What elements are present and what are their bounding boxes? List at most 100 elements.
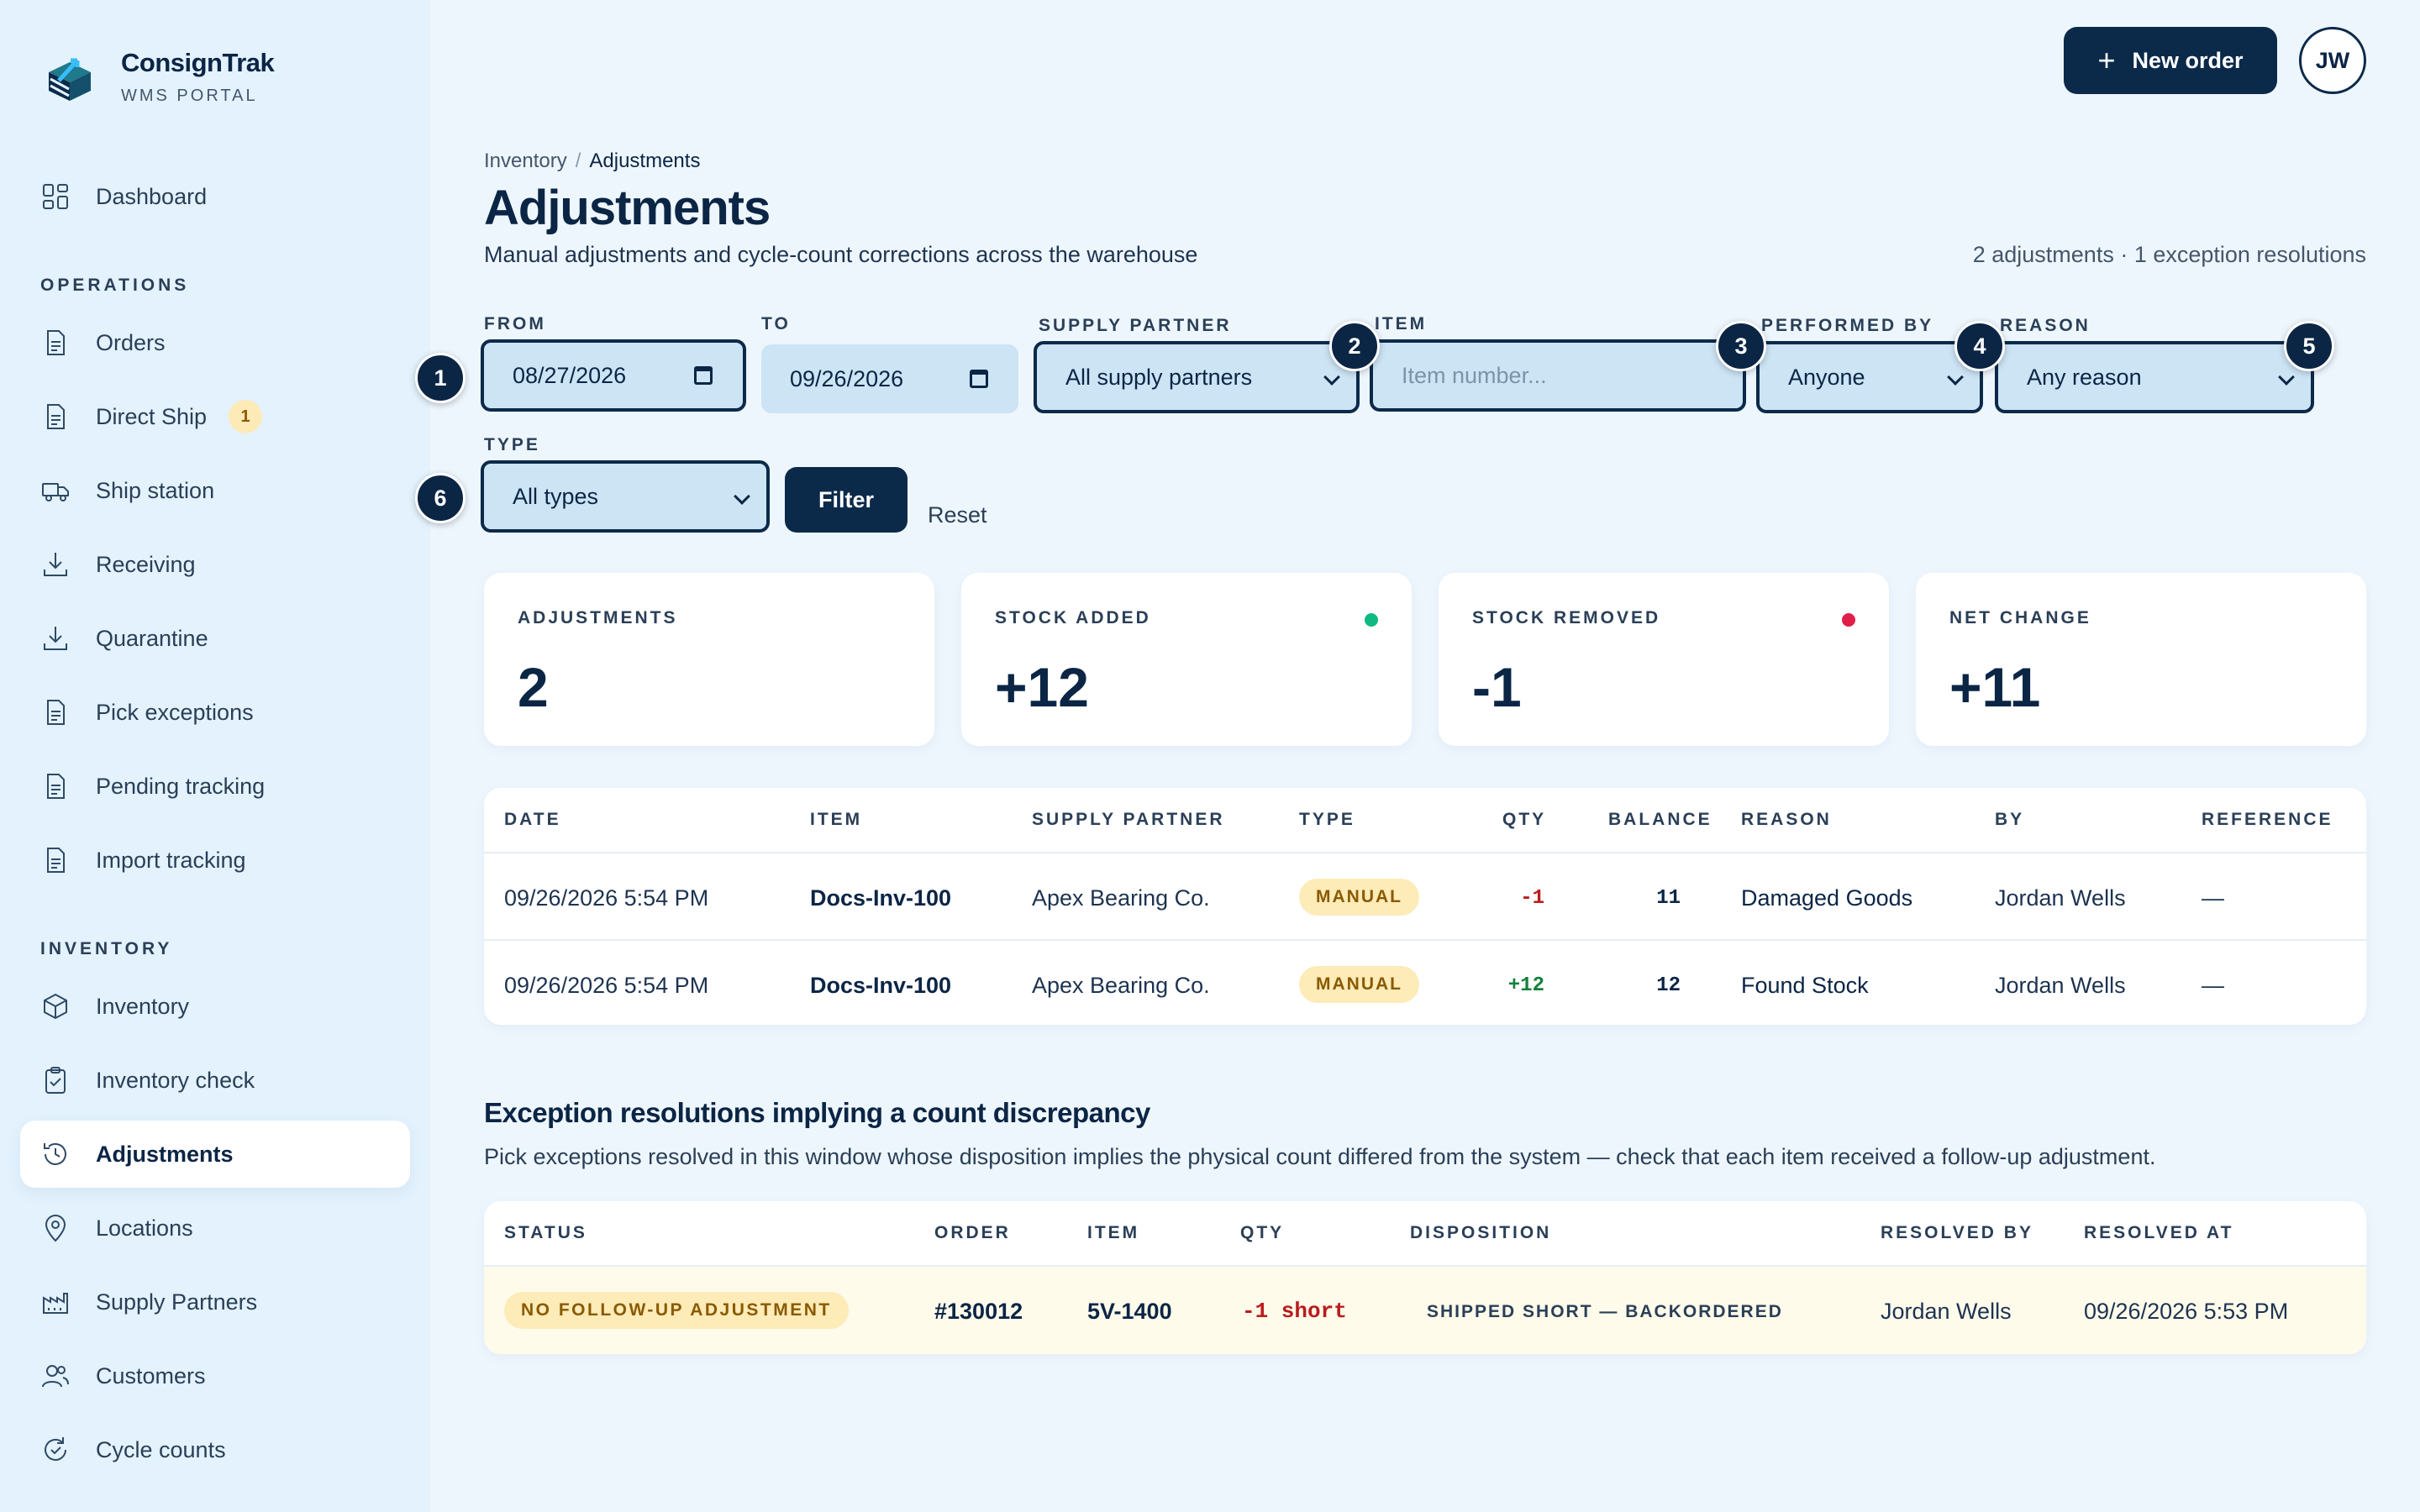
supply-partner-select[interactable]: All supply partners: [1034, 341, 1360, 413]
row-qty: -1: [1520, 887, 1544, 910]
breadcrumb-current: Adjustments: [589, 150, 701, 172]
column-header-type[interactable]: TYPE: [1299, 810, 1355, 829]
sidebar-item-label: Pick exceptions: [96, 699, 254, 725]
page-summary: 2 adjustments · 1 exception resolutions: [1972, 242, 2366, 267]
reset-link[interactable]: Reset: [928, 502, 987, 528]
performed-by-select[interactable]: Anyone: [1756, 341, 1983, 413]
column-header-status[interactable]: STATUS: [504, 1223, 587, 1242]
new-order-button[interactable]: + New order: [2064, 27, 2277, 94]
calendar-icon[interactable]: [970, 370, 988, 388]
type-select[interactable]: All types: [481, 460, 770, 533]
sidebar-item-label: Inventory check: [96, 1067, 255, 1093]
to-label: TO: [761, 314, 791, 333]
document-icon: [39, 769, 72, 803]
column-header-date[interactable]: DATE: [504, 810, 561, 829]
column-header-qty[interactable]: QTY: [1240, 1223, 1285, 1242]
sidebar-item-import-tracking[interactable]: Import tracking: [20, 827, 410, 894]
step-marker-5: 5: [2284, 321, 2334, 371]
page-subtitle: Manual adjustments and cycle-count corre…: [484, 242, 1198, 267]
sidebar-item-ship-station[interactable]: Ship station: [20, 457, 410, 524]
status-dot-green: [1365, 613, 1378, 627]
column-header-resolved-by[interactable]: RESOLVED BY: [1881, 1223, 2033, 1242]
column-header-item[interactable]: ITEM: [1087, 1223, 1140, 1242]
sidebar-item-quarantine[interactable]: Quarantine: [20, 605, 410, 672]
item-search-input[interactable]: Item number...: [1370, 339, 1746, 412]
from-date-input[interactable]: 08/27/2026: [481, 339, 746, 412]
page-title: Adjustments: [484, 181, 771, 235]
step-marker-2: 2: [1329, 321, 1380, 371]
refresh-icon: [39, 1433, 72, 1467]
column-header-supply-partner[interactable]: SUPPLY PARTNER: [1032, 810, 1225, 829]
type-badge: MANUAL: [1299, 966, 1419, 1003]
sidebar-item-label: Ship station: [96, 477, 215, 503]
sidebar-item-orders[interactable]: Orders: [20, 309, 410, 376]
sidebar-item-customers[interactable]: Customers: [20, 1342, 410, 1410]
sidebar-item-label: Pending tracking: [96, 773, 266, 799]
sidebar-item-direct-ship[interactable]: Direct Ship 1: [20, 383, 410, 450]
sidebar: ConsignTrak WMS PORTAL Dashboard OPERATI…: [0, 0, 430, 1512]
sidebar-item-label: Customers: [96, 1362, 206, 1389]
row-supply-partner: Apex Bearing Co.: [1032, 973, 1210, 998]
column-header-reason[interactable]: REASON: [1741, 810, 1832, 829]
sidebar-item-dashboard[interactable]: Dashboard: [20, 163, 410, 230]
row-qty: -1 short: [1242, 1299, 1347, 1324]
column-header-qty[interactable]: QTY: [1502, 810, 1547, 829]
calendar-icon[interactable]: [694, 366, 713, 385]
column-header-by[interactable]: BY: [1995, 810, 2025, 829]
from-date-value: 08/27/2026: [513, 362, 627, 388]
row-item-link[interactable]: Docs-Inv-100: [810, 885, 952, 911]
reason-select[interactable]: Any reason: [1995, 341, 2314, 413]
table-row[interactable]: 09/26/2026 5:54 PM Docs-Inv-100 Apex Bea…: [484, 852, 2366, 939]
new-order-label: New order: [2132, 47, 2244, 73]
row-reference: —: [2202, 973, 2224, 998]
column-header-order[interactable]: ORDER: [934, 1223, 1011, 1242]
stat-card-net-change: NET CHANGE +11: [1916, 573, 2366, 746]
column-header-item[interactable]: ITEM: [810, 810, 863, 829]
sidebar-item-receiving[interactable]: Receiving: [20, 531, 410, 598]
to-date-value: 09/26/2026: [790, 365, 904, 391]
sidebar-item-pick-exceptions[interactable]: Pick exceptions: [20, 679, 410, 746]
brand[interactable]: ConsignTrak WMS PORTAL: [40, 47, 275, 106]
breadcrumb-link-inventory[interactable]: Inventory: [484, 150, 567, 172]
adjustments-table: DATE ITEM SUPPLY PARTNER TYPE QTY BALANC…: [484, 788, 2366, 1025]
stat-card-stock-removed: STOCK REMOVED -1: [1439, 573, 1889, 746]
sidebar-item-pending-tracking[interactable]: Pending tracking: [20, 753, 410, 820]
order-link[interactable]: #130012: [934, 1299, 1023, 1324]
sidebar-item-label: Import tracking: [96, 847, 246, 873]
sidebar-item-inventory-check[interactable]: Inventory check: [20, 1047, 410, 1114]
sidebar-item-label: Quarantine: [96, 625, 208, 651]
sidebar-item-adjustments[interactable]: Adjustments: [20, 1121, 410, 1188]
row-date: 09/26/2026 5:54 PM: [504, 973, 709, 998]
stat-label: NET CHANGE: [1949, 608, 2091, 627]
row-reason: Damaged Goods: [1741, 885, 1913, 911]
table-row[interactable]: NO FOLLOW-UP ADJUSTMENT #130012 5V-1400 …: [484, 1265, 2366, 1354]
sidebar-item-supply-partners[interactable]: Supply Partners: [20, 1268, 410, 1336]
column-header-disposition[interactable]: DISPOSITION: [1410, 1223, 1552, 1242]
plus-icon: +: [2097, 43, 2116, 77]
brand-subtitle: WMS PORTAL: [121, 86, 258, 105]
step-marker-1: 1: [415, 353, 466, 403]
sidebar-item-locations[interactable]: Locations: [20, 1194, 410, 1262]
from-label: FROM: [484, 314, 546, 333]
chevron-down-icon: [1323, 369, 1340, 386]
exceptions-section-title: Exception resolutions implying a count d…: [484, 1097, 1150, 1128]
column-header-balance[interactable]: BALANCE: [1608, 810, 1712, 829]
row-by: Jordan Wells: [1995, 885, 2126, 911]
sidebar-item-label: Locations: [96, 1215, 193, 1241]
truck-icon: [39, 474, 72, 507]
to-date-input[interactable]: 09/26/2026: [761, 344, 1018, 413]
column-header-reference[interactable]: REFERENCE: [2202, 810, 2333, 829]
users-icon: [39, 1359, 72, 1393]
stat-label: STOCK ADDED: [995, 608, 1151, 627]
row-item-link[interactable]: Docs-Inv-100: [810, 973, 952, 998]
brand-name: ConsignTrak: [121, 47, 275, 77]
table-row[interactable]: 09/26/2026 5:54 PM Docs-Inv-100 Apex Bea…: [484, 939, 2366, 1025]
sidebar-item-inventory[interactable]: Inventory: [20, 973, 410, 1040]
sidebar-item-cycle-counts[interactable]: Cycle counts: [20, 1416, 410, 1483]
avatar[interactable]: JW: [2299, 27, 2366, 94]
filter-button[interactable]: Filter: [785, 467, 908, 533]
count-badge: 1: [229, 400, 263, 433]
row-reference: —: [2202, 885, 2224, 911]
sidebar-item-label: Orders: [96, 329, 166, 355]
column-header-resolved-at[interactable]: RESOLVED AT: [2084, 1223, 2234, 1242]
